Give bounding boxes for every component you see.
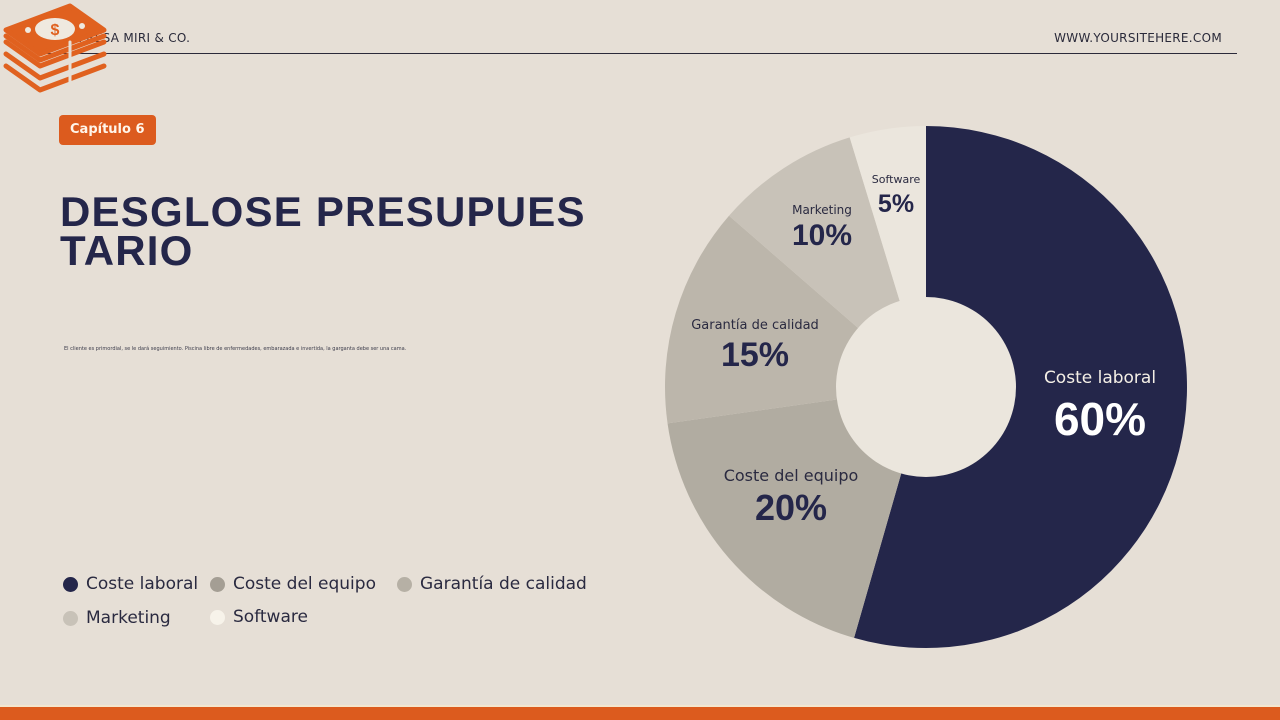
legend-dot-icon [397, 576, 412, 592]
svg-text:$: $ [51, 22, 60, 39]
legend-label: Coste del equipo [233, 574, 376, 594]
legend-label: Software [233, 607, 308, 627]
slice-label-garantia: Garantía de calidad 15% [691, 318, 819, 374]
description-text: El cliente es primordial, se le dará seg… [64, 346, 407, 352]
legend-item-garantia-calidad: Garantía de calidad [397, 574, 587, 594]
pie-slice-4 [849, 126, 926, 387]
header-divider [43, 53, 1237, 54]
legend-label: Marketing [86, 608, 171, 628]
legend-item-software: Software [210, 607, 308, 627]
legend-dot-icon [63, 576, 78, 592]
company-name: EMPRESA MIRI & CO. [60, 31, 191, 45]
legend-item-coste-laboral: Coste laboral [63, 574, 198, 594]
footer-highlight-line [0, 705, 1280, 707]
donut-hole [836, 297, 1016, 477]
money-stack-icon: $ [3, 3, 107, 93]
website-link[interactable]: WWW.YOURSITEHERE.COM [1054, 31, 1222, 45]
legend-label: Coste laboral [86, 574, 199, 594]
slice-label-marketing: Marketing 10% [791, 203, 853, 252]
slice-label-software: Software 5% [871, 173, 921, 218]
chapter-badge: Capítulo 6 [59, 115, 156, 145]
legend-item-marketing: Marketing [63, 608, 171, 628]
slice-label-coste-laboral: Coste laboral 60% [1043, 368, 1157, 445]
legend-dot-icon [63, 610, 78, 626]
legend-dot-icon [210, 609, 225, 625]
legend-item-coste-equipo: Coste del equipo [210, 574, 376, 594]
page-title: DESGLOSE PRESUPUESTARIO [60, 188, 586, 274]
footer-accent-bar [0, 707, 1280, 720]
slice-label-coste-equipo: Coste del equipo 20% [723, 466, 859, 528]
legend-dot-icon [210, 576, 225, 592]
legend-label: Garantía de calidad [420, 574, 587, 594]
